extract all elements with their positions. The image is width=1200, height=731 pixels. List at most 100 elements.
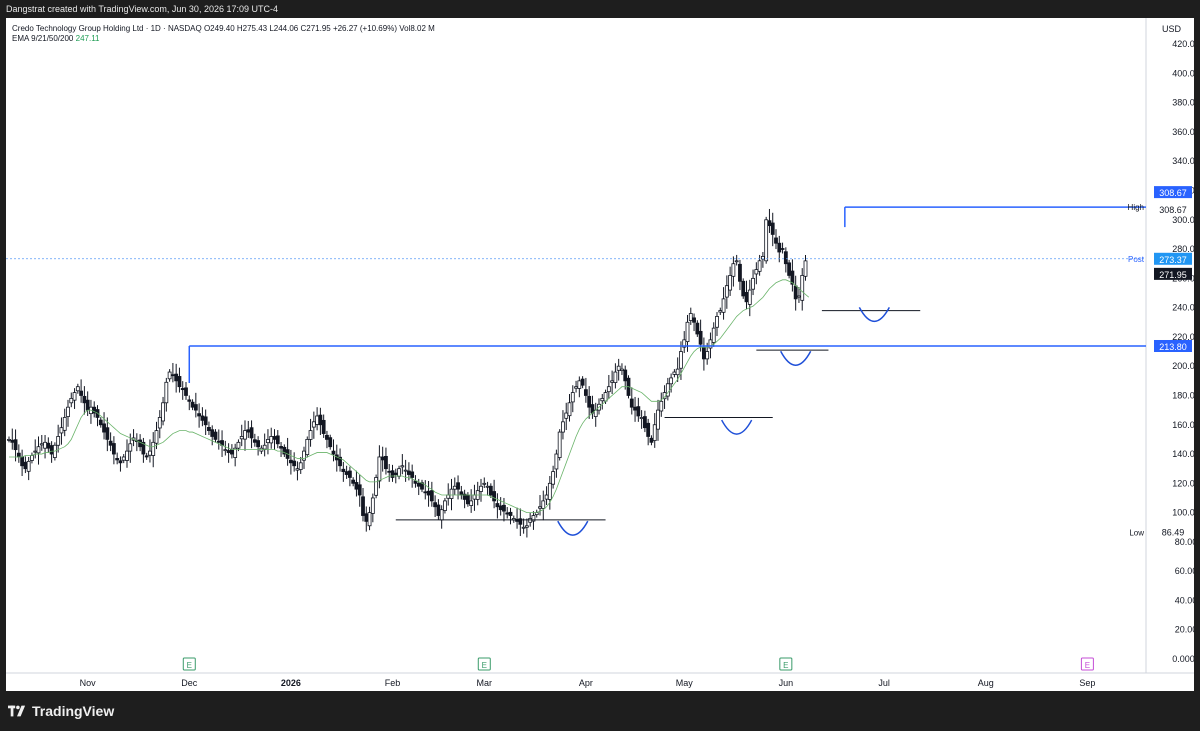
candle-body[interactable]	[184, 387, 188, 396]
candle-body[interactable]	[33, 450, 38, 453]
candle-body[interactable]	[724, 285, 729, 298]
candle-body[interactable]	[636, 406, 641, 417]
cup-arc-annotation[interactable]	[721, 419, 753, 435]
candle-body[interactable]	[302, 450, 306, 461]
candle-body[interactable]	[200, 415, 205, 421]
candle-body[interactable]	[685, 321, 690, 343]
candle-body[interactable]	[583, 389, 588, 396]
candle-body[interactable]	[49, 445, 54, 455]
candle-body[interactable]	[646, 422, 651, 437]
cup-arc-annotation[interactable]	[780, 350, 812, 367]
candle-body[interactable]	[659, 400, 664, 412]
candle-body[interactable]	[164, 381, 169, 404]
candle-body[interactable]	[370, 497, 375, 514]
candle-body[interactable]	[390, 470, 395, 478]
candle-body[interactable]	[269, 436, 274, 444]
tradingview-logo[interactable]: TradingView	[8, 703, 114, 719]
candle-body[interactable]	[767, 220, 772, 227]
candle-body[interactable]	[695, 322, 700, 335]
candle-body[interactable]	[367, 512, 372, 527]
candle-body[interactable]	[682, 339, 687, 348]
candle-body[interactable]	[793, 285, 798, 300]
candle-body[interactable]	[741, 280, 746, 297]
candle-body[interactable]	[518, 518, 523, 525]
candle-body[interactable]	[30, 455, 34, 461]
candle-body[interactable]	[118, 460, 123, 464]
candle-body[interactable]	[433, 502, 438, 508]
candle-body[interactable]	[351, 479, 356, 484]
candle-body[interactable]	[190, 401, 195, 408]
candle-body[interactable]	[783, 251, 788, 265]
candle-body[interactable]	[479, 485, 483, 492]
candle-body[interactable]	[580, 378, 585, 386]
candle-body[interactable]	[672, 371, 677, 375]
candle-body[interactable]	[115, 458, 120, 461]
candle-body[interactable]	[570, 392, 575, 403]
candle-body[interactable]	[180, 388, 185, 391]
candle-body[interactable]	[531, 515, 536, 522]
candle-body[interactable]	[223, 449, 228, 452]
candle-body[interactable]	[574, 386, 578, 389]
candle-body[interactable]	[102, 423, 106, 433]
candle-body[interactable]	[377, 456, 382, 482]
candle-body[interactable]	[197, 413, 202, 417]
candle-body[interactable]	[138, 439, 143, 448]
candle-body[interactable]	[397, 468, 401, 477]
earnings-marker[interactable]	[779, 657, 793, 671]
candle-body[interactable]	[170, 374, 175, 377]
candle-body[interactable]	[344, 471, 349, 475]
candle-body[interactable]	[554, 453, 559, 470]
candle-body[interactable]	[469, 500, 474, 506]
candle-body[interactable]	[797, 295, 801, 298]
candle-body[interactable]	[108, 440, 113, 446]
candle-body[interactable]	[216, 440, 221, 443]
candle-body[interactable]	[731, 263, 736, 277]
candle-body[interactable]	[292, 460, 297, 467]
candle-body[interactable]	[656, 409, 660, 430]
candle-body[interactable]	[207, 426, 211, 432]
candle-body[interactable]	[174, 373, 179, 382]
candle-body[interactable]	[177, 376, 182, 388]
candle-body[interactable]	[252, 439, 257, 443]
candle-body[interactable]	[541, 500, 546, 509]
candle-body[interactable]	[439, 509, 444, 521]
candle-body[interactable]	[338, 456, 342, 467]
candle-body[interactable]	[452, 485, 457, 490]
candle-body[interactable]	[482, 482, 487, 485]
candle-body[interactable]	[193, 404, 198, 411]
candle-body[interactable]	[151, 441, 156, 456]
candle-body[interactable]	[331, 450, 336, 455]
candle-body[interactable]	[564, 412, 569, 419]
candle-body[interactable]	[318, 414, 323, 426]
candle-body[interactable]	[384, 455, 388, 470]
candle-body[interactable]	[85, 399, 90, 411]
candle-body[interactable]	[561, 421, 565, 433]
candle-body[interactable]	[698, 330, 703, 345]
candle-body[interactable]	[157, 417, 162, 429]
candle-body[interactable]	[508, 511, 513, 516]
candle-body[interactable]	[357, 484, 362, 496]
candle-body[interactable]	[764, 219, 769, 262]
candle-body[interactable]	[787, 262, 792, 276]
candle-body[interactable]	[406, 470, 411, 475]
candle-body[interactable]	[600, 398, 605, 402]
candle-body[interactable]	[629, 398, 634, 408]
candle-body[interactable]	[420, 482, 424, 490]
candle-body[interactable]	[557, 431, 562, 458]
candle-body[interactable]	[59, 427, 64, 434]
candle-body[interactable]	[364, 513, 369, 522]
candle-body[interactable]	[459, 491, 464, 496]
candle-body[interactable]	[233, 447, 238, 458]
candle-body[interactable]	[43, 441, 47, 449]
candle-body[interactable]	[10, 439, 15, 443]
candle-body[interactable]	[75, 386, 80, 392]
candle-body[interactable]	[321, 419, 326, 434]
candle-body[interactable]	[803, 260, 808, 277]
candle-body[interactable]	[161, 402, 165, 422]
candle-body[interactable]	[744, 292, 749, 303]
candle-body[interactable]	[210, 429, 215, 437]
candle-body[interactable]	[606, 386, 611, 393]
candle-body[interactable]	[616, 365, 621, 371]
candle-body[interactable]	[502, 504, 506, 512]
candle-body[interactable]	[679, 351, 683, 369]
